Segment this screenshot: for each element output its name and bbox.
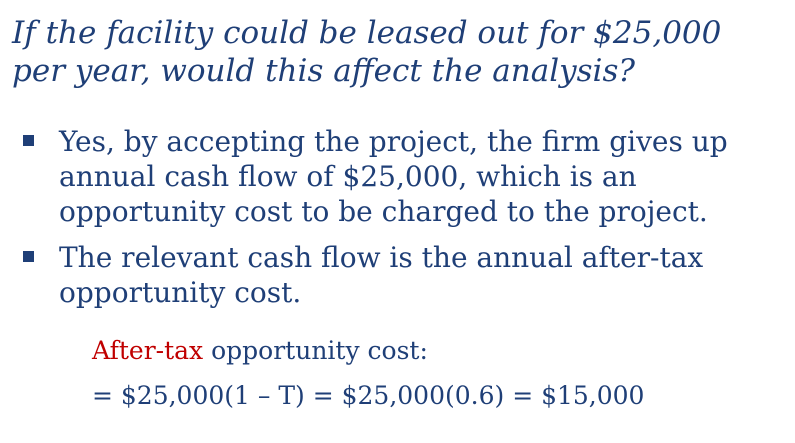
formula-label-highlight: After-tax bbox=[92, 336, 204, 365]
formula-equation: = $25,000(1 – T) = $25,000(0.6) = $15,00… bbox=[92, 381, 645, 410]
bullet-item: The relevant cash flow is the annual aft… bbox=[0, 240, 795, 310]
bullet-list: Yes, by accepting the project, the firm … bbox=[0, 124, 795, 321]
bullet-text: Yes, by accepting the project, the firm … bbox=[59, 125, 728, 228]
formula-label-rest: opportunity cost: bbox=[203, 336, 428, 365]
formula-label: After-tax opportunity cost: bbox=[92, 334, 782, 368]
slide-title: If the facility could be leased out for … bbox=[12, 15, 722, 89]
formula-block: After-tax opportunity cost: = $25,000(1 … bbox=[92, 334, 782, 413]
square-bullet-icon bbox=[23, 251, 34, 262]
bullet-item: Yes, by accepting the project, the firm … bbox=[0, 124, 795, 229]
square-bullet-icon bbox=[23, 135, 34, 146]
bullet-text: The relevant cash flow is the annual aft… bbox=[59, 241, 704, 309]
